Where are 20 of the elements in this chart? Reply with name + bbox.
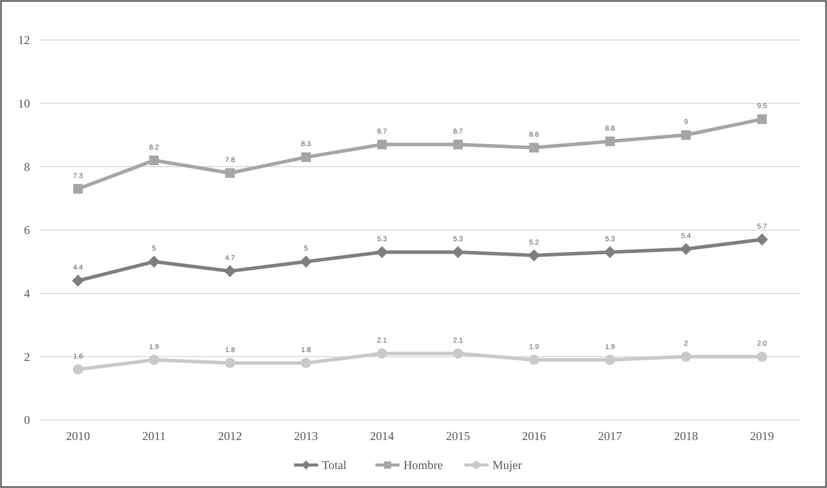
x-tick-label: 2014 [370,429,394,444]
legend-label: Hombre [404,458,443,472]
x-tick-label: 2015 [446,429,470,444]
y-tick-label: 2 [24,350,30,364]
legend-label: Mujer [492,458,522,472]
x-tick-label: 2017 [598,429,622,444]
x-tick-label: 2012 [218,429,242,444]
legend-label: Total [322,458,348,472]
x-tick-label: 2019 [750,429,774,444]
x-tick-label: 2010 [66,429,90,444]
x-tick-label: 2013 [294,429,318,444]
y-tick-label: 0 [24,413,30,428]
y-tick-label: 8 [24,160,30,174]
x-tick-label: 2016 [522,429,546,444]
y-tick-label: 12 [18,33,30,48]
y-tick-label: 4 [24,286,30,301]
x-tick-label: 2018 [674,429,698,444]
x-tick-label: 2011 [142,429,166,444]
y-tick-label: 10 [18,96,30,111]
y-tick-label: 6 [24,223,30,238]
